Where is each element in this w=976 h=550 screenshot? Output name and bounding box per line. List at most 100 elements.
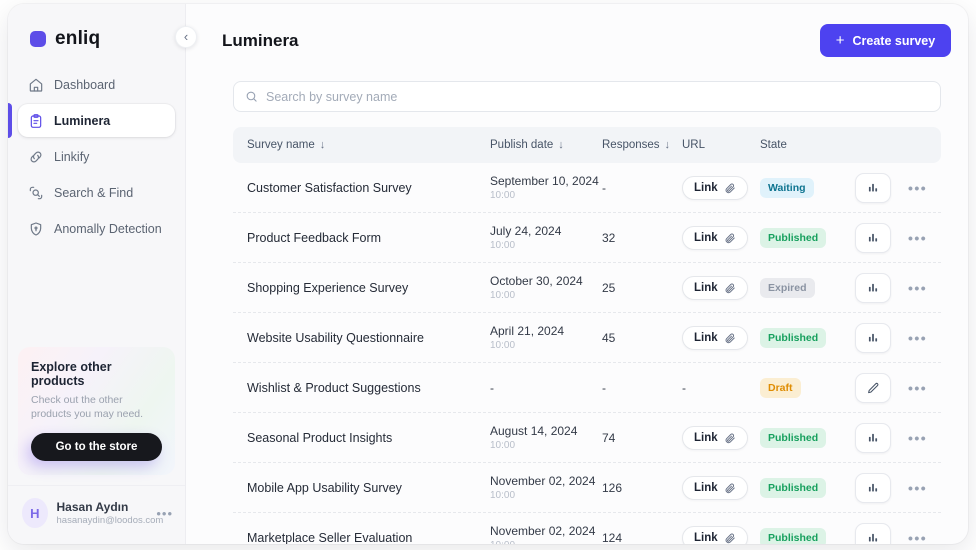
publish-time: 10:00 <box>490 490 516 501</box>
page-title: Luminera <box>222 30 299 50</box>
row-menu-icon[interactable]: ••• <box>908 529 928 545</box>
chart-button[interactable] <box>855 422 891 453</box>
paperclip-icon <box>725 533 735 543</box>
state-cell: Published <box>760 327 855 348</box>
actions-cell: ••• <box>855 222 928 253</box>
link-icon <box>28 149 44 165</box>
bar-chart-icon <box>868 333 878 341</box>
state-cell: Waiting <box>760 177 855 198</box>
row-menu-icon[interactable]: ••• <box>908 379 928 396</box>
survey-name: Wishlist & Product Suggestions <box>247 380 421 395</box>
go-to-store-button[interactable]: Go to the store <box>31 433 162 461</box>
chart-button[interactable] <box>855 322 891 353</box>
chart-button[interactable] <box>855 222 891 253</box>
survey-name: Seasonal Product Insights <box>247 430 393 445</box>
table-row: Shopping Experience Survey October 30, 2… <box>233 263 942 313</box>
chart-button[interactable] <box>855 472 891 503</box>
survey-name: Customer Satisfaction Survey <box>247 180 412 195</box>
column-responses[interactable]: Responses ↓ <box>602 139 671 151</box>
responses-count: 32 <box>602 230 616 245</box>
table-rows: Customer Satisfaction Survey September 1… <box>233 163 942 545</box>
create-survey-label: Create survey <box>852 33 936 48</box>
link-button[interactable]: Link <box>682 175 748 200</box>
publish-date: July 24, 2024 <box>490 224 562 238</box>
table-row: Mobile App Usability Survey November 02,… <box>233 463 942 513</box>
state-badge: Expired <box>760 277 815 298</box>
promo-card: Explore other products Check out the oth… <box>18 346 175 475</box>
row-menu-icon[interactable]: ••• <box>908 229 928 246</box>
bar-chart-icon <box>868 283 878 291</box>
chart-button[interactable] <box>855 272 891 303</box>
publish-date-cell: - <box>490 381 602 395</box>
link-button[interactable]: Link <box>682 325 748 350</box>
publish-date: April 21, 2024 <box>490 324 565 338</box>
url-cell: Link - <box>682 275 760 300</box>
state-badge: Draft <box>760 377 801 398</box>
paperclip-icon <box>725 283 735 293</box>
link-button[interactable]: Link <box>682 225 748 250</box>
bar-chart-icon <box>868 433 878 441</box>
edit-button[interactable] <box>855 372 891 403</box>
chart-button[interactable] <box>855 522 891 544</box>
publish-date-cell: August 14, 2024 10:00 <box>490 424 602 451</box>
sidebar-item-luminera[interactable]: Luminera <box>8 103 175 138</box>
sidebar-collapse-button[interactable]: ‹ <box>175 26 197 48</box>
sidebar-item-anomaly-detection[interactable]: Anomally Detection <box>18 212 175 245</box>
column-state: State <box>760 139 787 151</box>
paperclip-icon <box>725 483 735 493</box>
user-meta: Hasan Aydın hasanaydin@loodos.com <box>56 500 164 526</box>
link-button[interactable]: Link <box>682 425 748 450</box>
publish-date-cell: April 21, 2024 10:00 <box>490 324 602 351</box>
home-icon <box>28 77 44 93</box>
table-row: Website Usability Questionnaire April 21… <box>233 313 942 363</box>
user-menu-icon[interactable]: ••• <box>156 505 173 521</box>
sidebar-item-label: Dashboard <box>54 77 116 92</box>
row-menu-icon[interactable]: ••• <box>908 479 928 496</box>
publish-time: 10:00 <box>490 340 516 351</box>
actions-cell: ••• <box>855 522 928 545</box>
logo: enliq <box>8 4 185 68</box>
sidebar-item-dashboard[interactable]: Dashboard <box>18 68 175 101</box>
publish-date-cell: July 24, 2024 10:00 <box>490 224 602 251</box>
survey-name: Marketplace Seller Evaluation <box>247 530 413 545</box>
state-cell: Published <box>760 527 855 544</box>
column-survey-name[interactable]: Survey name ↓ <box>247 139 326 151</box>
user-email: hasanaydin@loodos.com <box>56 515 164 526</box>
link-button[interactable]: Link <box>682 525 748 544</box>
link-button[interactable]: Link <box>682 475 748 500</box>
publish-time: 10:00 <box>490 240 516 251</box>
row-menu-icon[interactable]: ••• <box>908 429 928 446</box>
sort-descending-icon: ↓ <box>319 139 326 151</box>
survey-list-panel: Survey name↓ Publish date↓ Responses↓ UR… <box>186 57 968 544</box>
search-input[interactable] <box>266 89 930 104</box>
publish-time: 10:00 <box>490 540 602 544</box>
sidebar-item-label: Anomally Detection <box>54 221 162 236</box>
table-header: Survey name ↓ Publish date ↓ Responses ↓ UR… <box>233 127 942 163</box>
publish-date: October 30, 2024 <box>490 274 583 288</box>
state-badge: Waiting <box>760 177 814 198</box>
sidebar-item-linkify[interactable]: Linkify <box>18 140 175 173</box>
column-url: URL <box>682 139 706 151</box>
sidebar-item-search-find[interactable]: Search & Find <box>18 176 175 209</box>
responses-count: - <box>602 180 606 195</box>
publish-time: 10:00 <box>490 190 516 201</box>
row-menu-icon[interactable]: ••• <box>908 179 928 196</box>
user-profile[interactable]: H Hasan Aydın hasanaydin@loodos.com ••• <box>8 485 185 544</box>
app-window: enliq Dashboard Luminera Linkify <box>8 4 968 544</box>
promo-description: Check out the other products you may nee… <box>31 393 144 421</box>
state-badge: Published <box>760 527 827 544</box>
search-bar[interactable] <box>233 81 942 112</box>
link-button[interactable]: Link <box>682 275 748 300</box>
row-menu-icon[interactable]: ••• <box>908 329 928 346</box>
row-menu-icon[interactable]: ••• <box>908 279 928 296</box>
survey-name: Mobile App Usability Survey <box>247 480 402 495</box>
bar-chart-icon <box>868 183 878 191</box>
state-badge: Published <box>760 227 827 248</box>
table-row: Customer Satisfaction Survey September 1… <box>233 163 942 213</box>
create-survey-button[interactable]: + Create survey <box>819 24 952 57</box>
chart-button[interactable] <box>855 172 891 203</box>
column-publish-date[interactable]: Publish date ↓ <box>490 139 564 151</box>
publish-date: - <box>490 380 494 395</box>
publish-date: November 02, 2024 <box>490 474 596 488</box>
actions-cell: ••• <box>855 272 928 303</box>
